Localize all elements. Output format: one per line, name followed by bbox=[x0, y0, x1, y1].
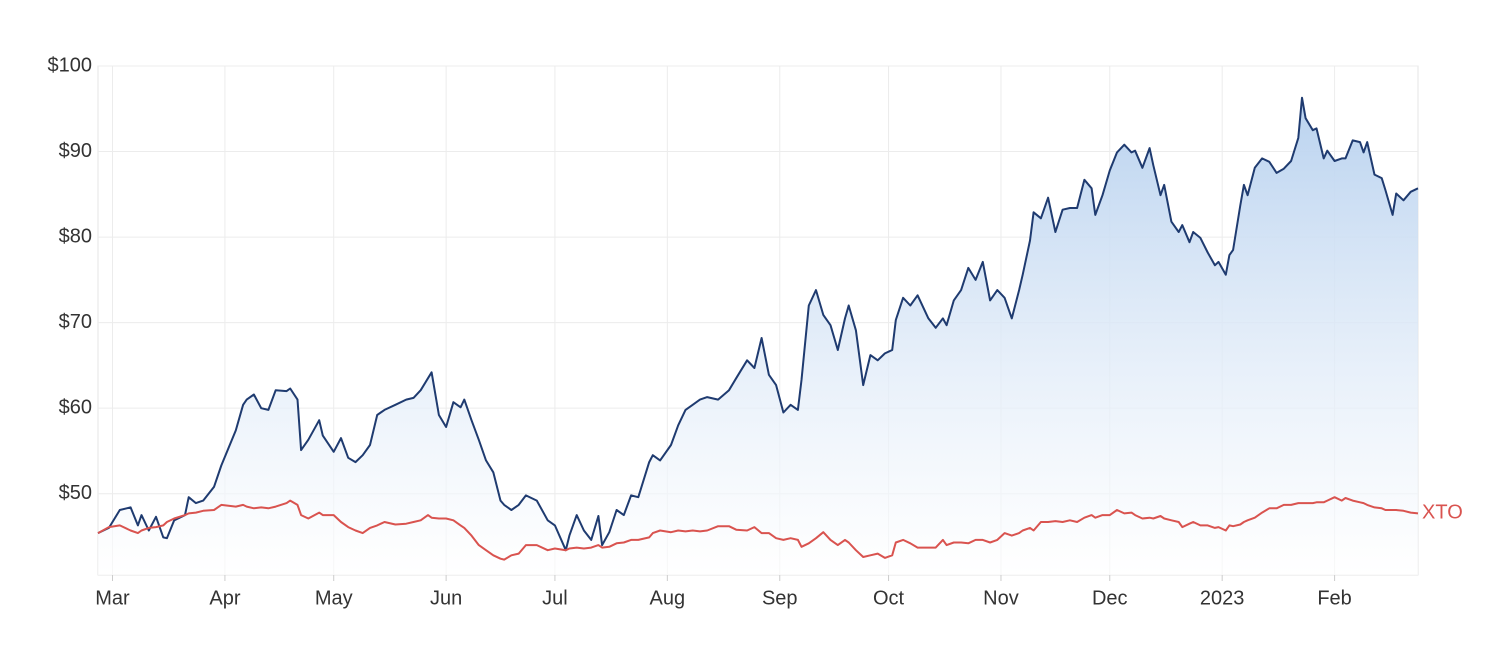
line bbox=[97, 496, 1419, 561]
y-tick-label: $50 bbox=[59, 482, 92, 504]
x-tick-label: 2023 bbox=[1200, 587, 1245, 609]
line bbox=[97, 96, 1419, 552]
x-tick-label: Sep bbox=[762, 587, 798, 609]
x-tick-label: Jun bbox=[430, 587, 462, 609]
series-label: XTO bbox=[1422, 502, 1463, 524]
x-tick-label: Aug bbox=[650, 587, 686, 609]
x-tick-label: Nov bbox=[983, 587, 1019, 609]
x-tick-label: Jul bbox=[542, 587, 568, 609]
y-tick-label: $100 bbox=[48, 54, 93, 76]
x-tick-label: Feb bbox=[1317, 587, 1351, 609]
y-tick-label: $70 bbox=[59, 311, 92, 333]
x-tick-label: Apr bbox=[209, 587, 240, 609]
y-tick-label: $60 bbox=[59, 396, 92, 418]
y-tick-label: $90 bbox=[59, 140, 92, 162]
x-tick-label: Oct bbox=[873, 587, 905, 609]
x-tick-label: Dec bbox=[1092, 587, 1128, 609]
x-tick-label: Mar bbox=[95, 587, 130, 609]
area bbox=[98, 97, 1418, 575]
x-tick-label: May bbox=[315, 587, 353, 609]
y-tick-label: $80 bbox=[59, 225, 92, 247]
